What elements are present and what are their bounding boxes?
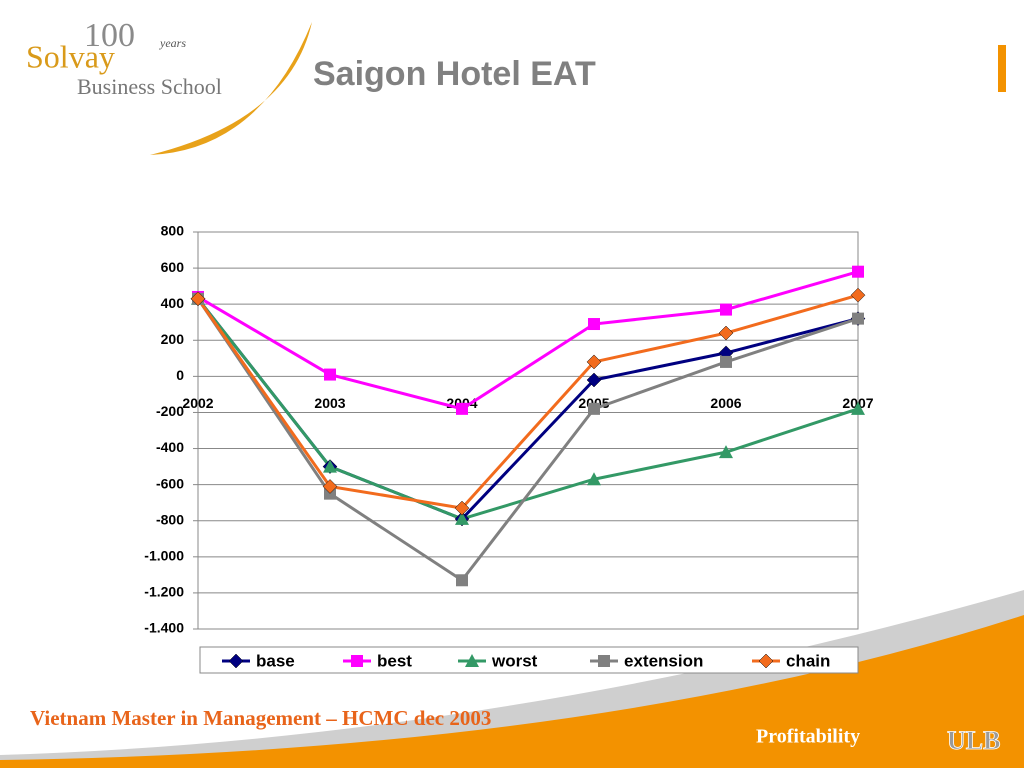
y-tick-label: -1.000 xyxy=(144,548,184,564)
x-tick-label: 2003 xyxy=(314,395,345,411)
section-label: Profitability xyxy=(756,726,860,748)
y-tick-label: -400 xyxy=(156,439,184,455)
series-line xyxy=(197,270,859,411)
marker xyxy=(190,291,206,307)
legend-label: base xyxy=(256,651,295,670)
marker xyxy=(586,372,602,388)
legend-label: chain xyxy=(786,651,830,670)
marker xyxy=(586,354,602,370)
x-tick-label: 2006 xyxy=(710,395,741,411)
marker xyxy=(455,511,469,525)
legend-label: worst xyxy=(491,651,538,670)
y-tick-label: -1.200 xyxy=(144,584,184,600)
logo-years: years xyxy=(159,36,186,50)
y-tick-label: 400 xyxy=(161,295,185,311)
plot-area xyxy=(197,231,859,630)
accent-bar xyxy=(998,45,1006,92)
legend-marker xyxy=(228,653,244,669)
marker xyxy=(456,402,468,415)
marker xyxy=(852,265,864,278)
logo-number: 100 xyxy=(84,17,135,54)
x-tick-label: 2002 xyxy=(182,395,213,411)
logo-school: Business School xyxy=(77,74,222,99)
marker xyxy=(587,472,601,486)
marker xyxy=(720,355,732,368)
marker xyxy=(850,287,866,303)
brand: ULB xyxy=(947,726,1000,755)
y-tick-label: -200 xyxy=(156,403,184,419)
marker xyxy=(456,574,468,587)
legend-label: best xyxy=(377,651,412,670)
marker xyxy=(852,312,864,325)
y-tick-label: -800 xyxy=(156,511,184,527)
logo-arc xyxy=(150,22,312,155)
legend-marker xyxy=(351,655,363,667)
y-tick-label: -1.400 xyxy=(144,620,184,636)
marker xyxy=(588,402,600,415)
y-tick-label: 600 xyxy=(161,259,185,275)
marker xyxy=(718,325,734,341)
footer-swoosh-orange xyxy=(0,615,1024,768)
y-tick-label: -600 xyxy=(156,475,184,491)
legend-marker xyxy=(465,654,479,667)
marker xyxy=(454,500,470,516)
marker xyxy=(588,318,600,331)
marker xyxy=(720,303,732,316)
legend-marker xyxy=(758,653,774,669)
chart: 800 600 400 200 0 -200 -400 -600 -800 -1.000 -1.20… xyxy=(144,223,874,674)
marker xyxy=(323,459,337,473)
y-tick-label: 200 xyxy=(161,331,185,347)
y-tick-label: 0 xyxy=(176,367,184,383)
series-line xyxy=(196,297,859,521)
footer-text: Vietnam Master in Management – HCMC dec … xyxy=(30,706,491,730)
legend-box xyxy=(199,646,859,674)
legend-marker xyxy=(598,655,610,667)
chart-title: Saigon Hotel EAT xyxy=(313,55,596,93)
legend-label: extension xyxy=(624,651,703,670)
series-line xyxy=(196,293,859,510)
series-line xyxy=(196,297,859,583)
marker xyxy=(322,479,338,494)
marker xyxy=(324,368,336,381)
y-tick-label: 800 xyxy=(161,223,185,239)
logo-name: Solvay xyxy=(26,38,115,74)
marker xyxy=(719,445,733,459)
marker xyxy=(851,401,865,415)
